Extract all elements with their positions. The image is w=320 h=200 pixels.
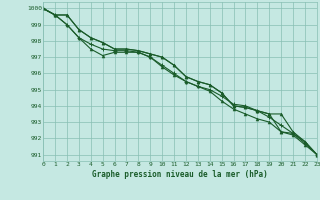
X-axis label: Graphe pression niveau de la mer (hPa): Graphe pression niveau de la mer (hPa) <box>92 170 268 179</box>
